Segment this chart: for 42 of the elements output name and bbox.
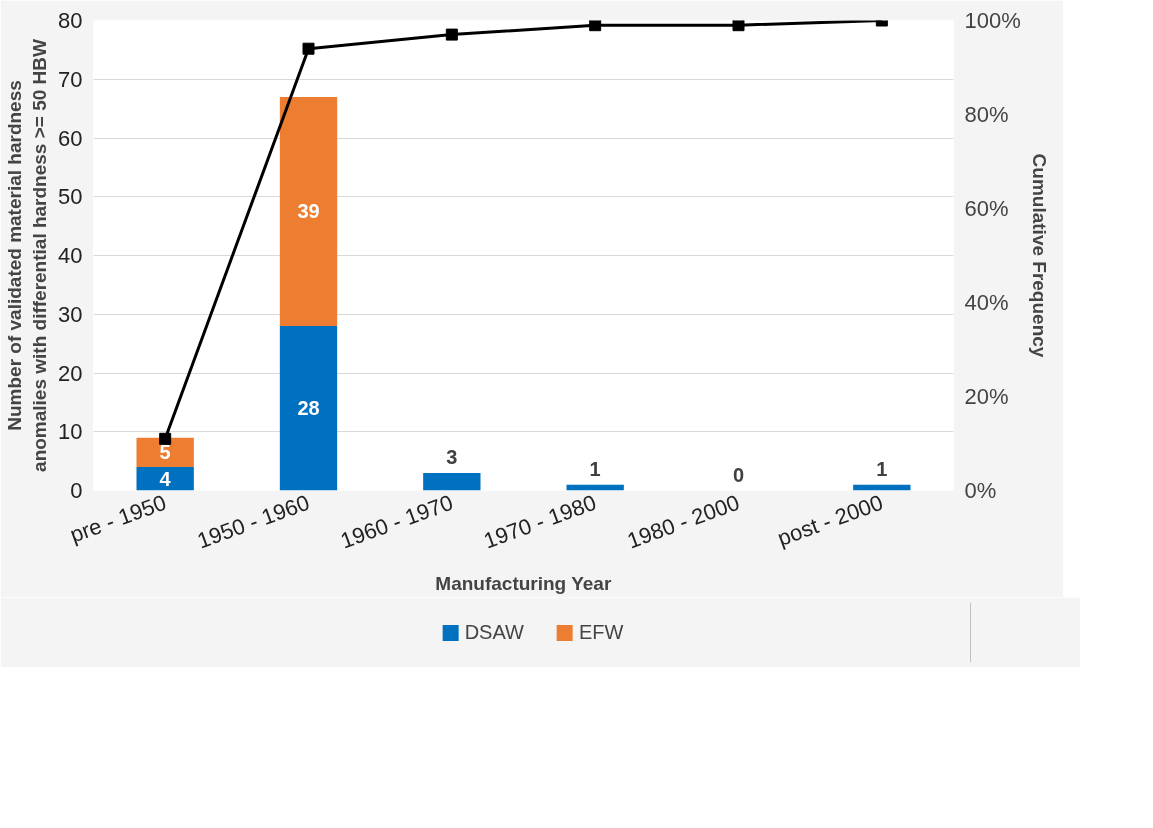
point [445,28,458,41]
legend-label: DSAW [464,620,524,644]
y-tick-label: 40 [58,243,83,268]
x-tick-label: 1970 - 1980 [480,489,600,554]
y-axis-title: Number of validated material hardness anomalies with differential hardness >= 50 HBW [3,38,51,472]
bar [279,326,338,491]
point [302,42,315,55]
x-axis-title: Manufacturing Year [435,573,612,595]
x-tick-label: post - 2000 [774,489,887,551]
data-label: 4 [159,467,172,490]
data-label: 1 [589,457,601,480]
point [732,20,745,32]
y-tick-label: 0 [70,478,83,503]
y2-tick-label: 100% [964,8,1021,33]
bar [279,96,338,326]
bar [136,467,194,491]
data-label: 3 [446,445,458,468]
y2-tick-label: 80% [964,102,1009,127]
y-tick-label: 80 [58,8,83,33]
bar [423,472,481,491]
x-tick-label: 1950 - 1960 [193,489,313,554]
y-tick-label: 50 [58,184,83,210]
y2-tick-label: 40% [964,290,1009,315]
data-label: 28 [297,397,320,420]
y-tick-label: 10 [58,419,83,445]
point [159,432,172,445]
legend-label: EFW [578,620,624,644]
data-label: 1 [876,457,888,480]
y2-tick-label: 20% [964,384,1009,409]
data-label: 0 [732,463,745,486]
y2-tick-label: 0% [964,478,997,503]
y-tick-label: 60 [58,125,83,151]
x-tick-label: 1960 - 1970 [337,489,457,554]
y2-axis-title: Cumulative Frequency [1028,153,1050,358]
x-tick-label: 1980 - 2000 [623,489,743,554]
y-tick-label: 20 [58,360,83,386]
y2-tick-label: 60% [964,196,1009,221]
point [589,20,602,32]
y-tick-label: 30 [58,301,83,327]
y-tick-label: 70 [58,66,83,92]
data-label: 39 [297,200,320,223]
data-label: 5 [159,441,171,464]
